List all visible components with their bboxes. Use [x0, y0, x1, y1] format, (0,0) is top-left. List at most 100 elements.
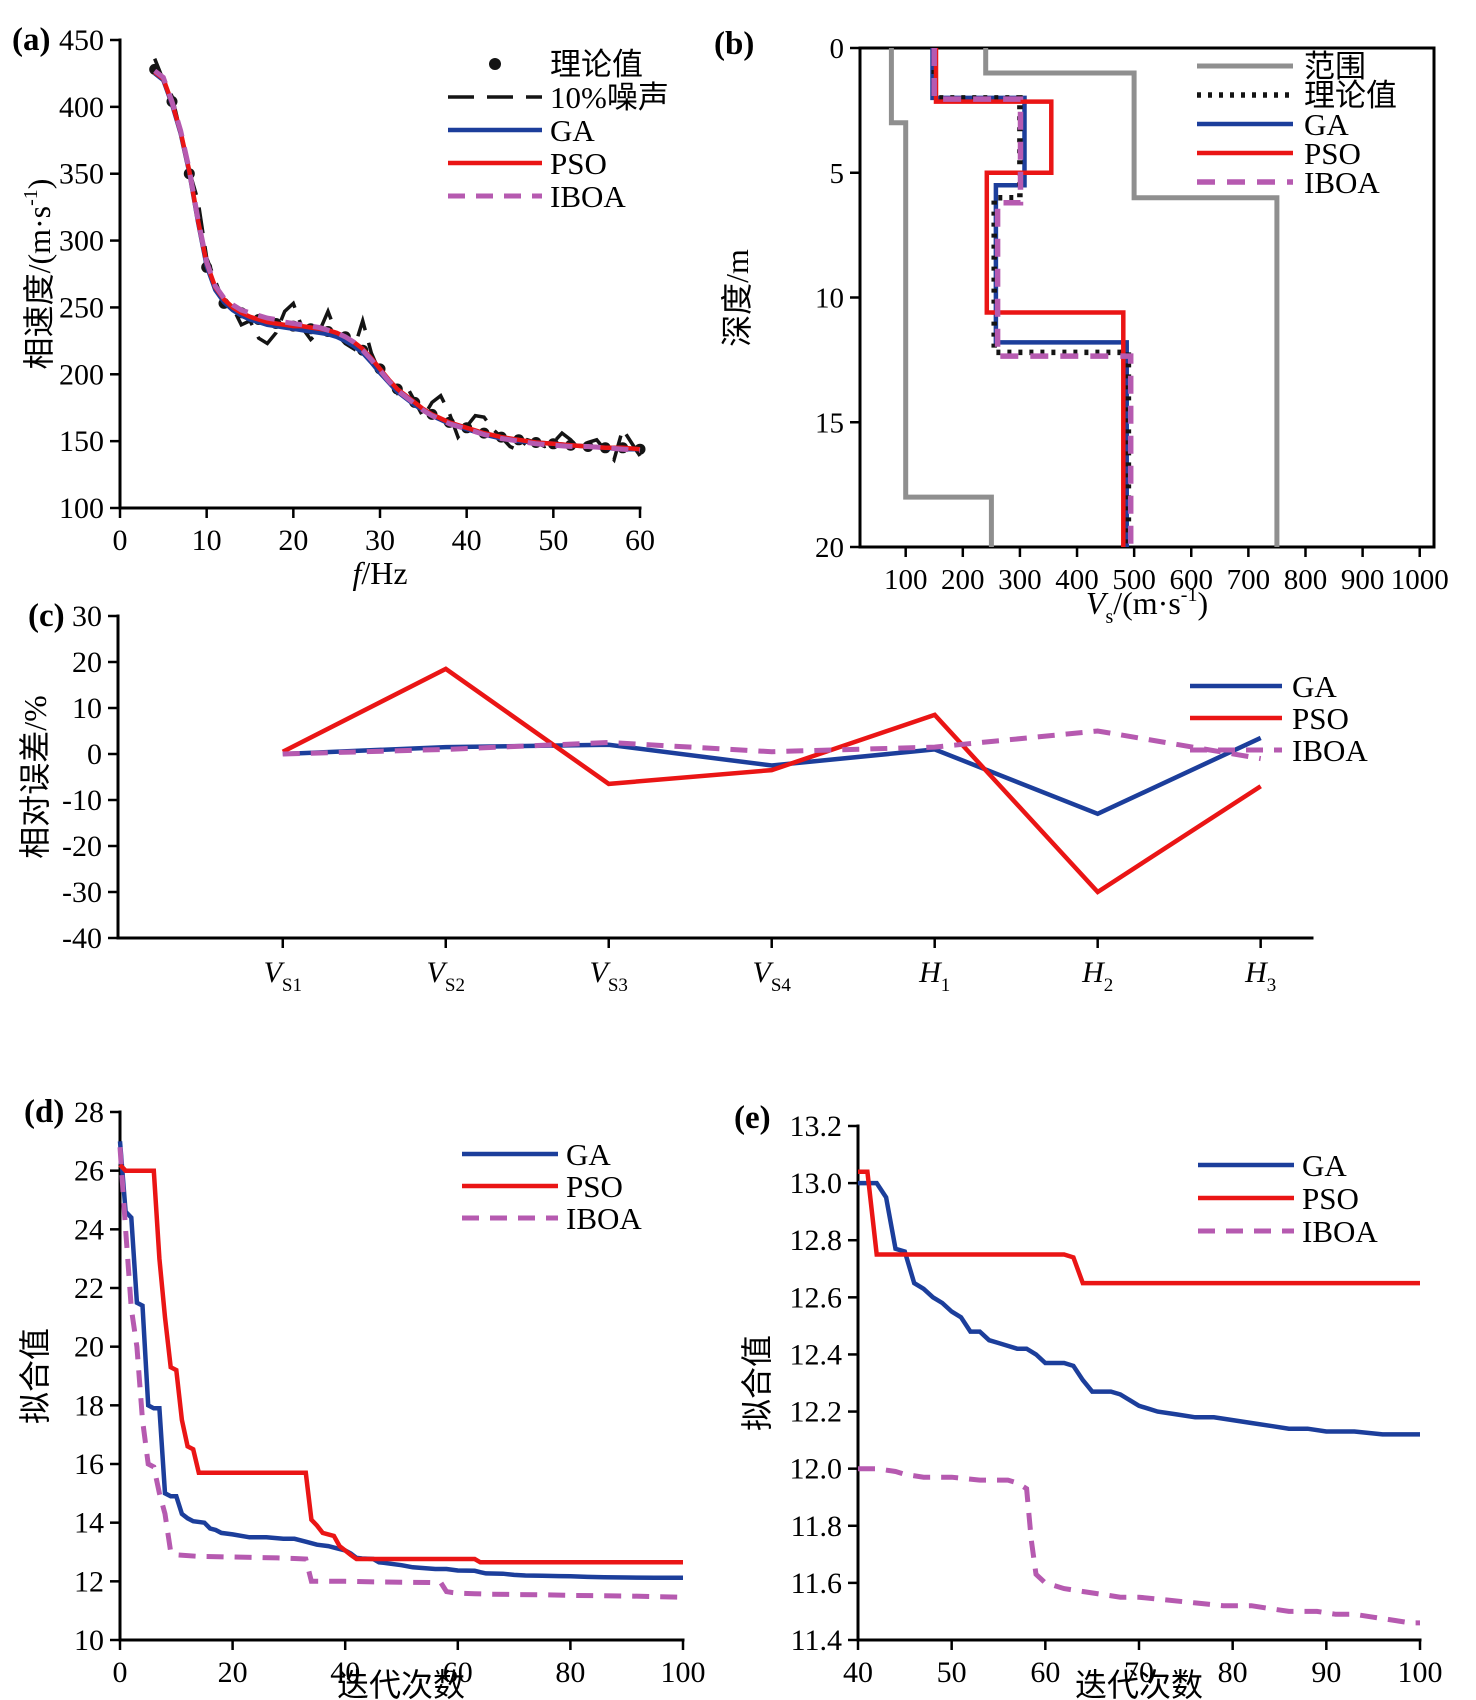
x-tick-a: 10 [192, 524, 222, 557]
y-axis-title-c: 相对误差/% [17, 695, 53, 859]
x-tick-b: 1000 [1391, 564, 1449, 596]
x-tick-d: 100 [661, 1656, 706, 1689]
chart-svg-b: 0 5 10 15 20 100 200 300 400 500 600 700 800 900 1000 范… [719, 33, 1449, 628]
panel-a-dispersion-curve-chart: 100 150 200 250 300 350 400 450 0 10 20 30 40 50 60 理论值… [0, 0, 740, 600]
y-tick-b: 10 [815, 283, 844, 315]
panel-c-relative-error-chart: 30 20 10 0 -10 -20 -30 -40 VS1 VS2 VS3 VS4 H1 H2 H3 GA P… [0, 590, 1420, 1010]
y-tick-a: 150 [59, 425, 104, 458]
y-tick-e: 12.0 [790, 1453, 843, 1486]
x-tick-a: 0 [113, 524, 128, 557]
y-tick-d: 26 [74, 1155, 104, 1188]
category-tick-c: VS2 [427, 956, 465, 996]
x-tick-e: 50 [937, 1656, 967, 1689]
series-PSO [933, 48, 1126, 547]
x-tick-a: 20 [278, 524, 308, 557]
ticks-c [108, 614, 1262, 948]
x-tick-a: 40 [452, 524, 482, 557]
legend-label-IBOA: IBOA [1304, 165, 1380, 200]
series-GA [930, 48, 1129, 547]
x-tick-a: 30 [365, 524, 395, 557]
series-IBOA [117, 1147, 684, 1600]
legend-label-理论值: 理论值 [550, 47, 643, 82]
legend-label-IBOA: IBOA [566, 1201, 642, 1236]
y-tick-e: 11.4 [791, 1624, 842, 1657]
category-tick-c: H2 [1081, 956, 1113, 996]
y-tick-c: -10 [62, 784, 102, 817]
y-tick-e: 13.0 [790, 1167, 843, 1200]
legend-label-IBOA: IBOA [1292, 733, 1368, 768]
chart-svg-c: 30 20 10 0 -10 -20 -30 -40 VS1 VS2 VS3 VS4 H1 H2 H3 GAP… [17, 600, 1368, 996]
x-tick-b: 400 [1055, 564, 1099, 596]
y-tick-c: 0 [87, 738, 102, 771]
y-tick-e: 11.8 [791, 1510, 842, 1543]
x-axis-title-d: 迭代次数 [337, 1667, 465, 1700]
x-tick-e: 100 [1398, 1656, 1443, 1689]
x-axis-title-a: f/Hz [352, 555, 407, 591]
y-tick-b: 0 [830, 33, 845, 65]
x-tick-b: 100 [884, 564, 928, 596]
ticks-d [110, 1110, 685, 1650]
series-theory [931, 48, 1132, 547]
ticks-b [850, 46, 1421, 557]
legend-label-GA: GA [566, 1137, 611, 1172]
legend-label-IBOA: IBOA [550, 179, 626, 214]
y-tick-e: 12.8 [790, 1224, 843, 1257]
y-tick-b: 20 [815, 532, 844, 564]
x-tick-b: 700 [1227, 564, 1271, 596]
series-GA [282, 735, 1262, 817]
y-tick-a: 350 [59, 158, 104, 191]
y-tick-c: 30 [72, 600, 102, 633]
y-tick-b: 15 [815, 407, 844, 439]
legend-label-PSO: PSO [566, 1169, 623, 1204]
y-tick-d: 20 [74, 1331, 104, 1364]
legend-label-PSO: PSO [1302, 1181, 1359, 1216]
panel-label-b: (b) [714, 26, 755, 62]
panel-label-a: (a) [12, 22, 51, 58]
legend-label-IBOA: IBOA [1302, 1214, 1378, 1249]
x-tick-e: 40 [843, 1656, 873, 1689]
x-tick-e: 70 [1124, 1656, 1154, 1689]
panel-e-fitness-iteration-zoom-chart: 11.4 11.6 11.8 12.0 12.2 12.4 12.6 12.8 13.0 13.2… [700, 1030, 1476, 1700]
legend-label-10%噪声: 10%噪声 [550, 80, 669, 115]
x-tick-d: 80 [555, 1656, 585, 1689]
x-tick-a: 50 [538, 524, 568, 557]
x-tick-d: 60 [443, 1656, 473, 1689]
x-tick-b: 600 [1170, 564, 1214, 596]
series-PSO [858, 1169, 1420, 1286]
x-tick-b: 900 [1341, 564, 1385, 596]
panel-d-fitness-iteration-chart: 10 12 14 16 18 20 22 24 26 28 0 20 40 60 80 100 GA PSO IBO… [0, 1030, 740, 1700]
legend-label-范围: 范围 [1304, 49, 1366, 84]
x-tick-b: 500 [1112, 564, 1156, 596]
panel-label-d: (d) [24, 1094, 65, 1130]
series-GA [858, 1180, 1420, 1437]
y-tick-e: 12.2 [790, 1396, 843, 1429]
y-tick-a: 300 [59, 225, 104, 258]
chart-svg-a: 100 150 200 250 300 350 400 450 0 10 20 30 40 50 60 理论值… [20, 24, 669, 591]
series-IBOA [153, 68, 641, 453]
series-IBOA [931, 48, 1134, 547]
axes-c [116, 614, 1314, 940]
legend-label-理论值: 理论值 [1304, 78, 1397, 113]
legend-label-GA: GA [1292, 669, 1337, 704]
x-tick-e: 80 [1218, 1656, 1248, 1689]
category-tick-c: H3 [1244, 956, 1276, 996]
y-tick-d: 28 [74, 1096, 104, 1129]
series-IBOA [282, 728, 1262, 762]
series-PSO [281, 666, 1262, 895]
y-tick-d: 22 [74, 1272, 104, 1305]
y-axis-title-a: 相速度/(m·s-1) [20, 179, 57, 370]
y-tick-d: 18 [74, 1389, 104, 1422]
y-tick-c: -30 [62, 876, 102, 909]
y-tick-c: -40 [62, 922, 102, 955]
x-tick-b: 800 [1284, 564, 1328, 596]
y-tick-a: 450 [59, 24, 104, 57]
y-tick-d: 14 [74, 1507, 104, 1540]
y-tick-c: 10 [72, 692, 102, 725]
ticks-e [848, 1124, 1422, 1650]
y-tick-d: 16 [74, 1448, 104, 1481]
legend-label-GA: GA [1304, 107, 1349, 142]
x-tick-d: 0 [113, 1656, 128, 1689]
